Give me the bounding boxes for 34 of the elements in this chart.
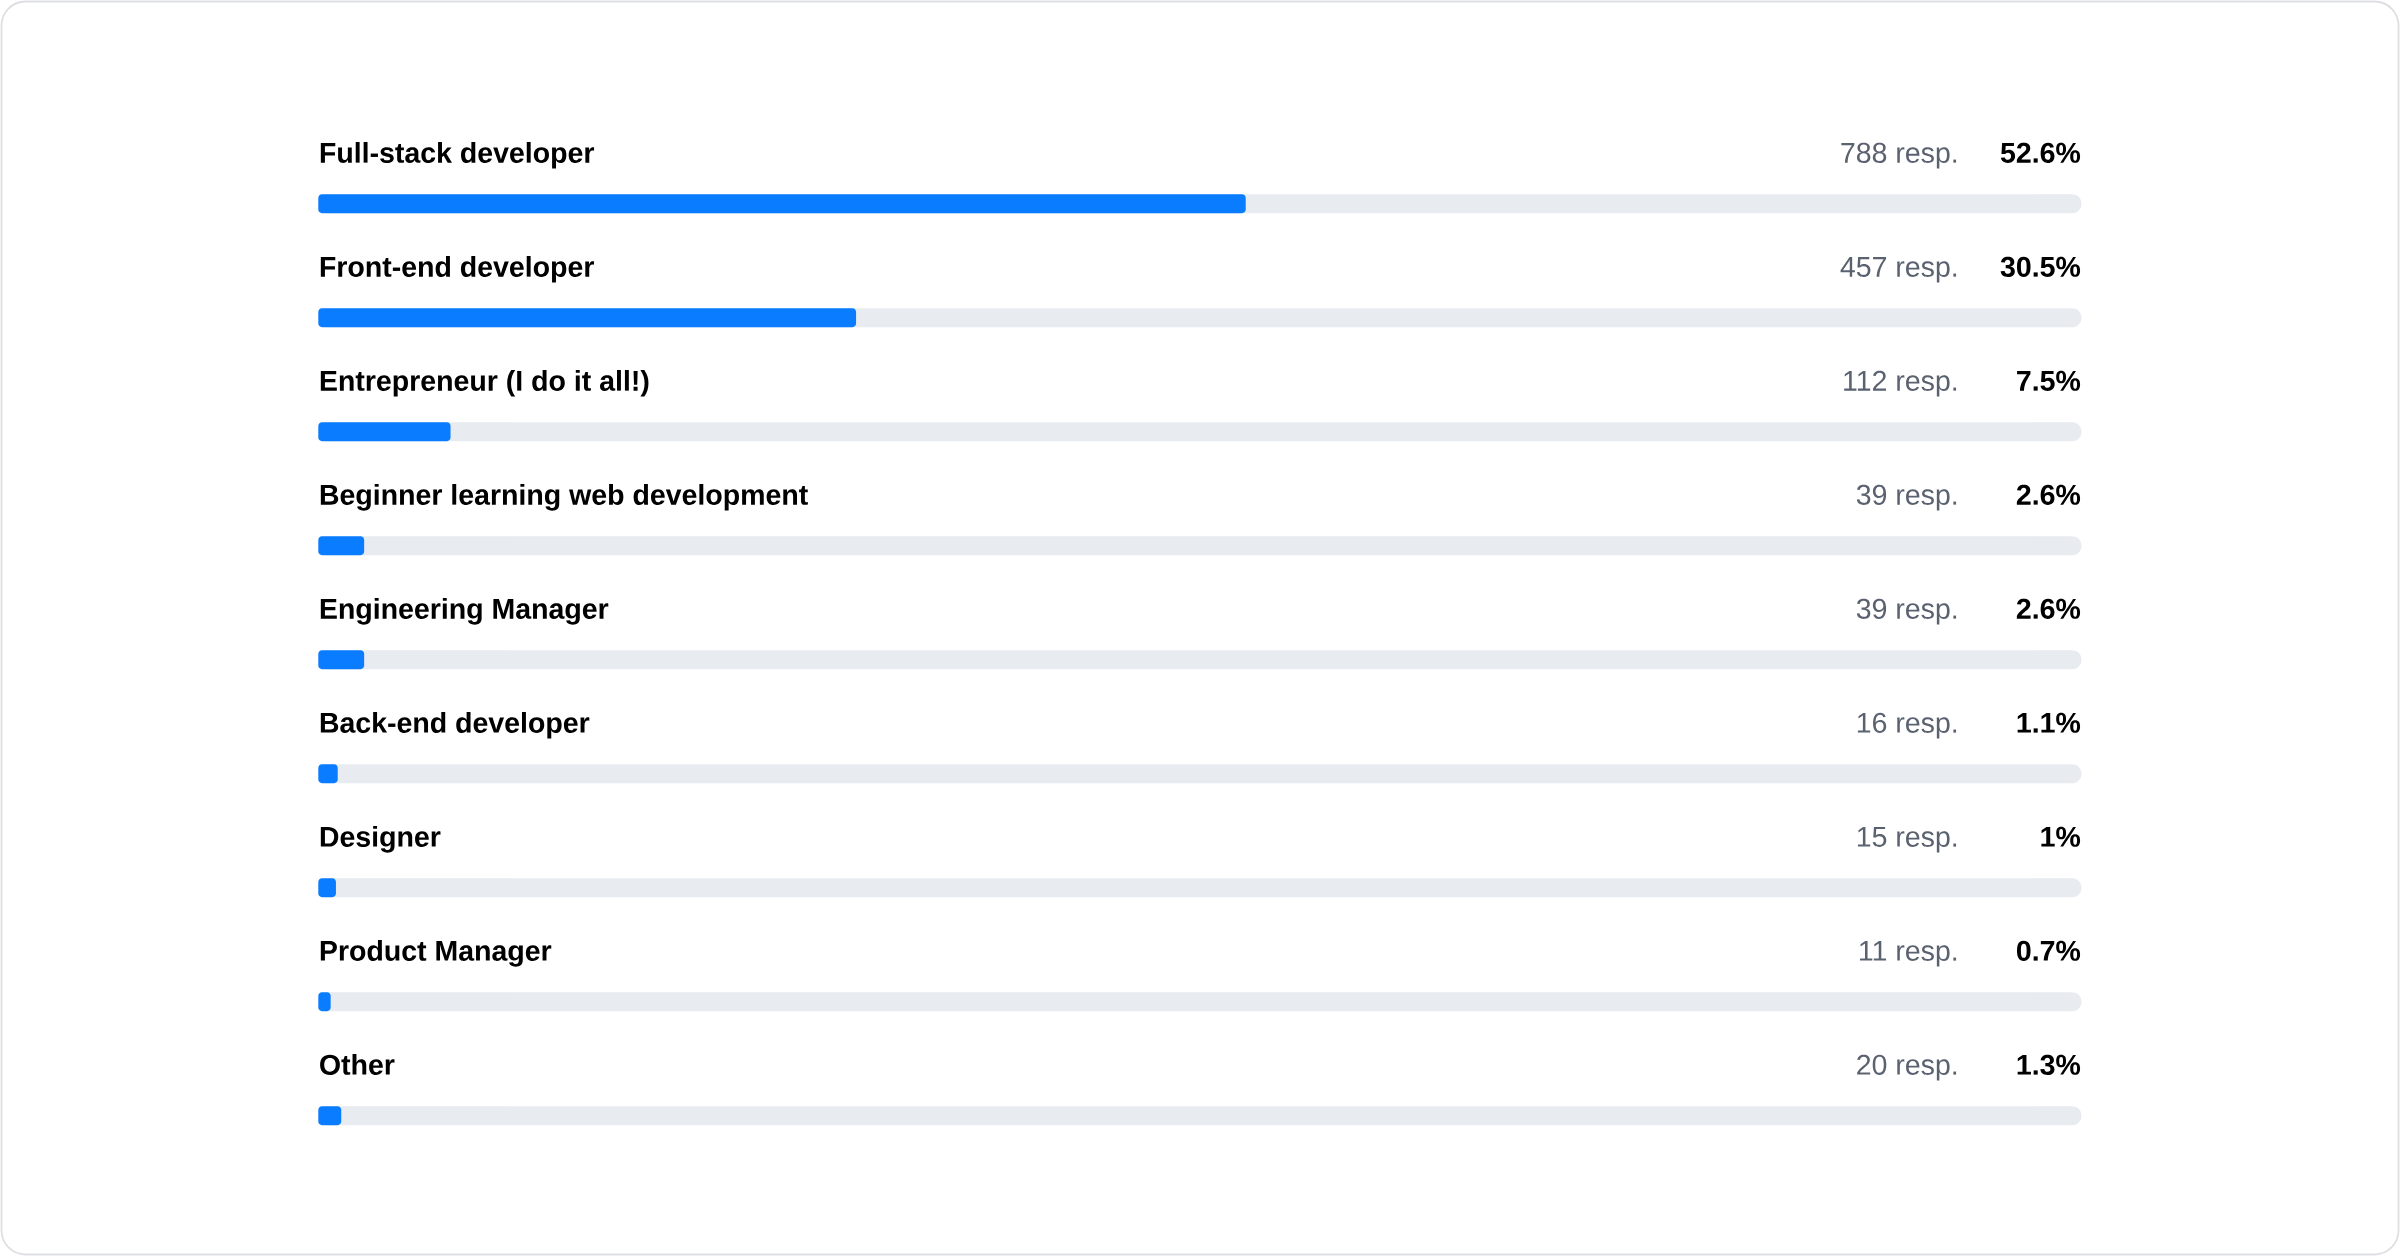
data-label: 7.5% bbox=[2017, 370, 2081, 391]
data-label: 52.6% bbox=[2000, 142, 2081, 163]
annotation: 112 resp. bbox=[1844, 370, 1957, 397]
y-tick-label: Entrepreneur (I do it all!) bbox=[320, 369, 649, 397]
y-tick-label: Full-stack developer bbox=[320, 141, 595, 169]
y-tick-label: Back-end developer bbox=[320, 711, 590, 739]
bar bbox=[318, 764, 338, 784]
annotation: 39 resp. bbox=[1856, 484, 1957, 511]
y-tick-label: Engineering Manager bbox=[320, 597, 609, 625]
y-tick-label: Beginner learning web development bbox=[320, 483, 808, 511]
bar bbox=[318, 1106, 342, 1126]
bar bbox=[318, 992, 331, 1012]
y-tick-label: Product Manager bbox=[320, 939, 552, 967]
data-label: 2.6% bbox=[2016, 598, 2081, 619]
bar bbox=[318, 536, 365, 556]
annotation: 15 resp. bbox=[1857, 827, 1957, 853]
annotation: 39 resp. bbox=[1856, 598, 1957, 625]
data-label: 2.6% bbox=[2016, 484, 2081, 505]
data-label: 1% bbox=[2041, 826, 2081, 847]
data-label: 30.5% bbox=[2000, 256, 2081, 277]
bar bbox=[318, 422, 451, 442]
y-tick-label: Designer bbox=[320, 825, 441, 853]
y-tick-label: Other bbox=[320, 1053, 395, 1075]
annotation: 11 resp. bbox=[1860, 941, 1957, 967]
data-label: 1.3% bbox=[2017, 1054, 2081, 1075]
annotation: 16 resp. bbox=[1857, 712, 1957, 739]
annotation: 457 resp. bbox=[1840, 257, 1957, 283]
bar bbox=[318, 878, 336, 898]
data-label: 1.1% bbox=[2017, 712, 2081, 733]
y-tick-label: Front-end developer bbox=[320, 255, 595, 283]
bar bbox=[318, 650, 365, 670]
annotation: 788 resp. bbox=[1841, 142, 1957, 169]
data-label: 0.7% bbox=[2016, 940, 2081, 961]
annotation: 20 resp. bbox=[1857, 1054, 1957, 1081]
